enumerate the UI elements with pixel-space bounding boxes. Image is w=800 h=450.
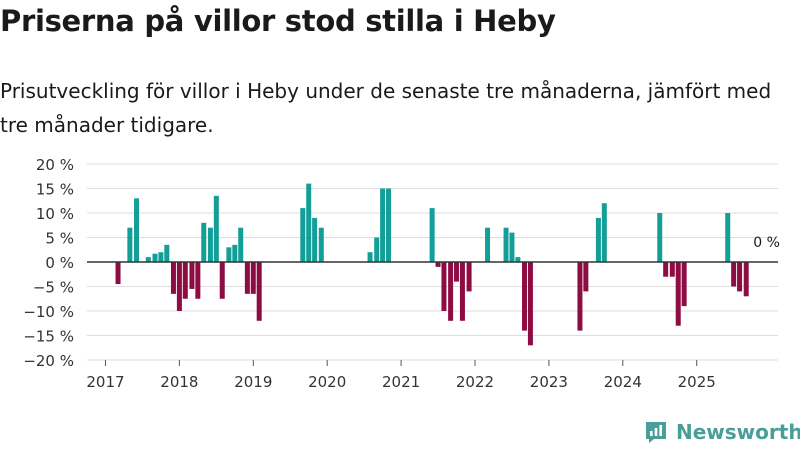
bar bbox=[195, 262, 201, 299]
bar bbox=[380, 188, 386, 262]
bar bbox=[454, 262, 460, 282]
y-tick-label: 0 % bbox=[45, 254, 74, 272]
newsworthy-logo: Newsworthy bbox=[644, 420, 800, 444]
bar bbox=[725, 213, 731, 262]
bar bbox=[306, 183, 312, 262]
x-tick-label: 2022 bbox=[456, 373, 494, 391]
bar bbox=[737, 262, 743, 292]
bar bbox=[448, 262, 454, 321]
y-tick-label: 20 % bbox=[36, 156, 74, 174]
bar bbox=[429, 208, 435, 262]
bar bbox=[312, 217, 318, 262]
data-labels: 0 % bbox=[753, 235, 780, 251]
bar bbox=[170, 262, 176, 294]
bar bbox=[176, 262, 182, 311]
bar bbox=[459, 262, 465, 321]
y-tick-label: −5 % bbox=[33, 279, 74, 297]
bar bbox=[675, 262, 681, 326]
bar bbox=[256, 262, 262, 321]
bar bbox=[669, 262, 675, 277]
bar bbox=[145, 257, 151, 262]
y-tick-label: −20 % bbox=[23, 352, 74, 370]
bar bbox=[522, 262, 528, 331]
bar bbox=[127, 227, 133, 262]
y-tick-label: 10 % bbox=[36, 205, 74, 223]
bar bbox=[318, 227, 324, 262]
bar-series bbox=[115, 183, 749, 346]
bar bbox=[244, 262, 250, 294]
last-value-label: 0 % bbox=[753, 235, 780, 251]
bar bbox=[503, 227, 509, 262]
bar bbox=[250, 262, 256, 294]
y-tick-label: −10 % bbox=[23, 303, 74, 321]
bar bbox=[657, 213, 663, 262]
bar bbox=[386, 188, 392, 262]
y-tick-label: −15 % bbox=[23, 328, 74, 346]
bar bbox=[219, 262, 225, 299]
bar bbox=[201, 222, 207, 262]
bar bbox=[207, 227, 213, 262]
bar bbox=[681, 262, 687, 307]
x-tick-label: 2018 bbox=[160, 373, 198, 391]
page-subtitle: Prisutveckling för villor i Heby under d… bbox=[0, 79, 772, 137]
bar bbox=[152, 253, 158, 262]
bar-chart-logo-icon bbox=[646, 422, 666, 443]
x-tick-label: 2019 bbox=[234, 373, 272, 391]
x-tick-label: 2017 bbox=[86, 373, 124, 391]
bar bbox=[583, 262, 589, 292]
bar bbox=[238, 227, 244, 262]
bar bbox=[134, 198, 140, 262]
bar bbox=[731, 262, 737, 287]
x-tick-label: 2020 bbox=[308, 373, 346, 391]
x-tick-label: 2021 bbox=[382, 373, 420, 391]
x-tick-label: 2023 bbox=[530, 373, 568, 391]
bar bbox=[441, 262, 447, 311]
bar bbox=[182, 262, 188, 299]
bar bbox=[158, 252, 164, 262]
bar bbox=[663, 262, 669, 277]
page-title: Priserna på villor stod stilla i Heby bbox=[0, 4, 556, 38]
bar bbox=[115, 262, 121, 285]
bar bbox=[164, 244, 170, 262]
bar bbox=[374, 237, 380, 262]
bar bbox=[601, 203, 607, 262]
price-change-bar-chart: −20 % −15 % −10 % −5 % 0 % 5 % 10 % 15 % 20 % 20… bbox=[23, 156, 780, 391]
bar bbox=[485, 227, 491, 262]
bar bbox=[232, 244, 238, 262]
bar bbox=[226, 247, 232, 262]
bar bbox=[527, 262, 533, 346]
y-tick-label: 5 % bbox=[45, 230, 74, 248]
bar bbox=[213, 195, 219, 262]
bar bbox=[509, 232, 515, 262]
x-axis-ticks: 2017 2018 2019 2020 2021 2022 2023 2024 2025 bbox=[86, 360, 716, 391]
bar bbox=[577, 262, 583, 331]
bar bbox=[435, 262, 441, 267]
bar bbox=[595, 217, 601, 262]
bar bbox=[743, 262, 749, 297]
bar bbox=[367, 252, 373, 262]
brand-name: Newsworthy bbox=[676, 420, 800, 444]
bar bbox=[189, 262, 195, 289]
bar bbox=[515, 257, 521, 262]
y-tick-label: 15 % bbox=[36, 181, 74, 199]
x-tick-label: 2024 bbox=[604, 373, 642, 391]
bar bbox=[466, 262, 472, 292]
bar bbox=[300, 208, 306, 262]
x-tick-label: 2025 bbox=[678, 373, 716, 391]
y-axis-ticks: −20 % −15 % −10 % −5 % 0 % 5 % 10 % 15 % 20 % bbox=[23, 156, 74, 370]
